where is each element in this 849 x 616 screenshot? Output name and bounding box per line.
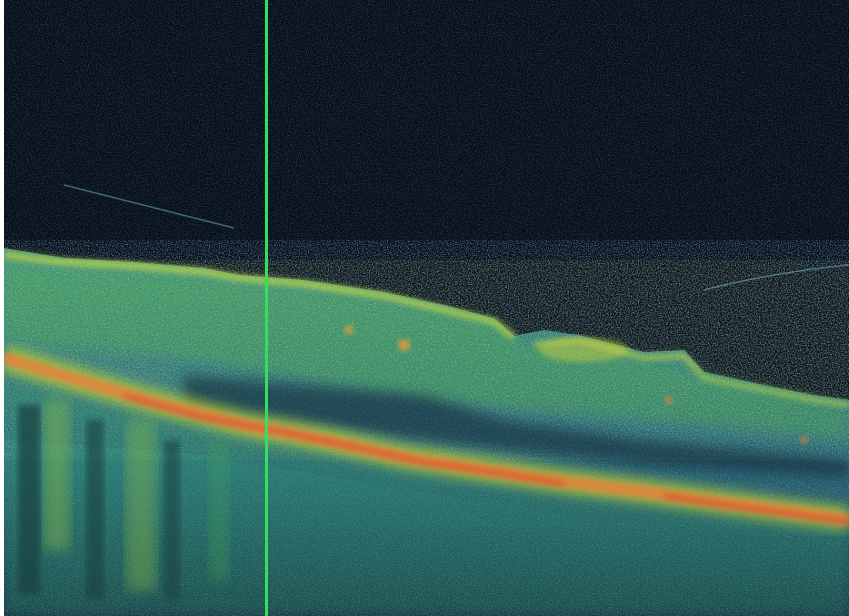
choroid-haze: [4, 380, 849, 616]
hyperreflective-focus: [800, 436, 808, 444]
oct-scan-frame: [4, 0, 849, 616]
hyaloid-line-left: [63, 184, 235, 229]
hyperreflective-focus: [665, 396, 673, 404]
hyperreflective-focus: [398, 339, 410, 351]
elevated-bump: [539, 338, 629, 362]
outer-nuclear-dark-band: [184, 375, 849, 478]
hyperreflective-focus: [344, 325, 354, 335]
rpe-band-hot: [123, 393, 849, 525]
scan-position-line[interactable]: [265, 0, 268, 616]
oct-scan-image: [4, 0, 849, 616]
